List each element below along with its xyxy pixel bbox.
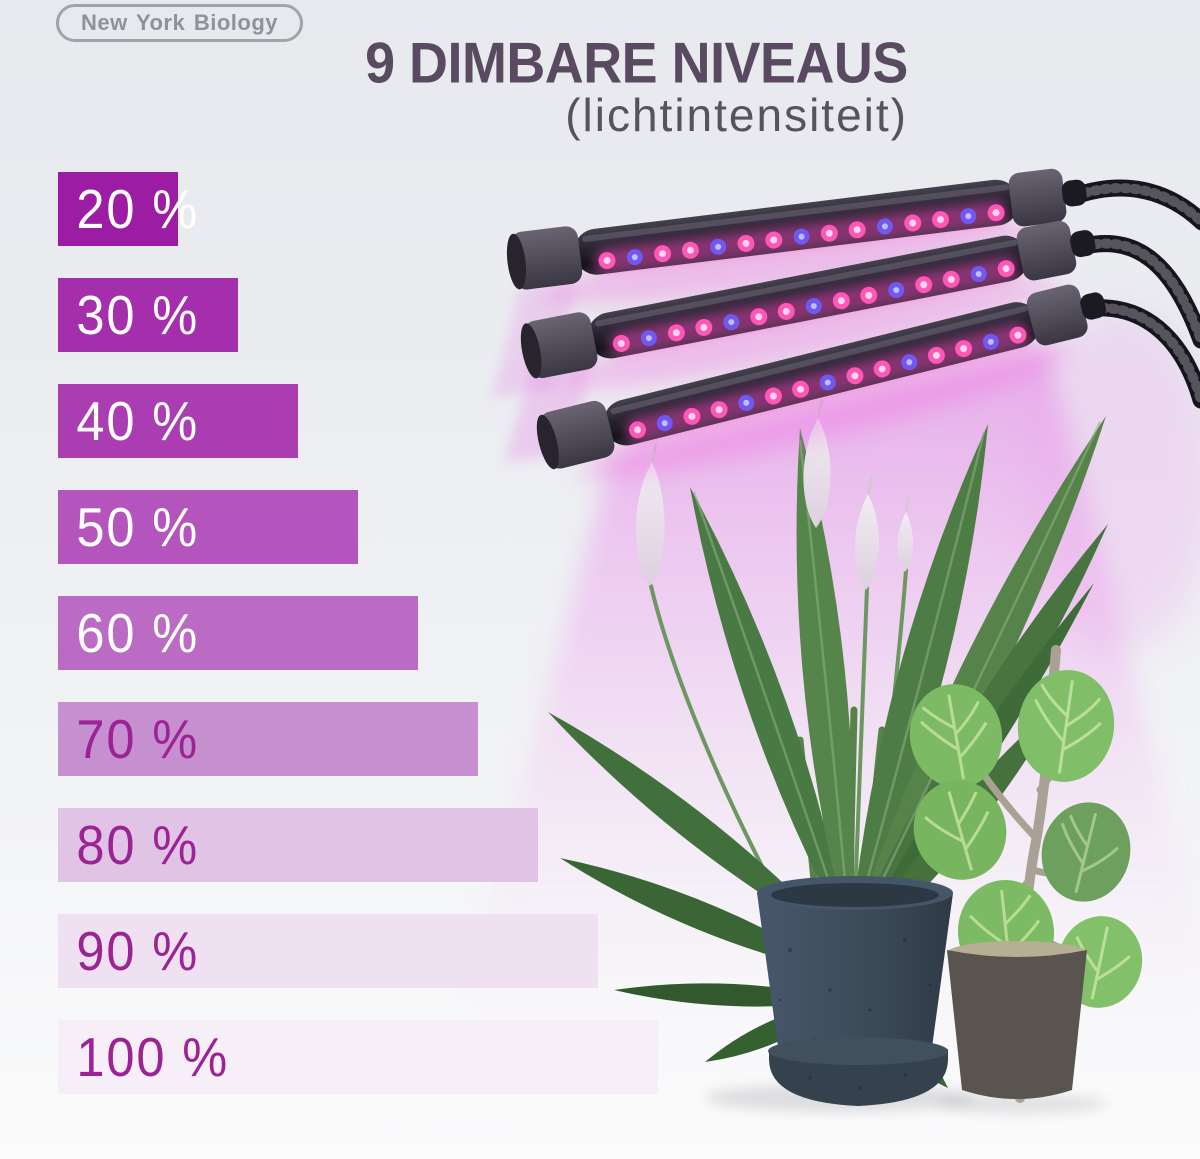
bar-label: 100 % [76, 1025, 230, 1088]
photo-plant-pot [757, 876, 953, 1106]
bar-100: 100 % [58, 1020, 658, 1094]
brand-logo-text: New York Biology [81, 10, 279, 35]
bar-60: 60 % [58, 596, 418, 670]
lamp-end-cap [523, 312, 598, 378]
bar-row: 60 % [58, 596, 658, 670]
bar-label: 90 % [76, 919, 200, 982]
bar-row: 50 % [58, 490, 658, 564]
grow-light-tube-2 [520, 220, 1096, 388]
bar-label: 70 % [76, 707, 200, 770]
bar-30: 30 % [58, 278, 238, 352]
bar-row: 20 % [58, 172, 658, 246]
vector-plant [909, 645, 1143, 1103]
bar-row: 30 % [58, 278, 658, 352]
vector-plant-pot [947, 941, 1087, 1099]
grow-light-tube-1 [506, 168, 1087, 304]
page-title: 9 DIMBARE NIVEAUS [365, 29, 908, 95]
bar-chart: 20 % 30 % 40 % 50 % 60 % 70 % 80 % 90 % 100 % [58, 172, 658, 1126]
bar-row: 40 % [58, 384, 658, 458]
grow-light-tube-3 [536, 284, 1107, 477]
page-subtitle: (lichtintensiteit) [565, 89, 908, 141]
bar-row: 100 % [58, 1020, 658, 1094]
heading-block: 9 DIMBARE NIVEAUS (lichtintensiteit) [354, 29, 908, 141]
gooseneck-icon [1076, 235, 1200, 349]
led-row [612, 260, 1015, 352]
led-row [598, 204, 1005, 270]
bar-40: 40 % [58, 384, 298, 458]
gooseneck-icon [1083, 299, 1200, 409]
bar-row: 90 % [58, 914, 658, 988]
bar-90: 90 % [58, 914, 598, 988]
bar-row: 80 % [58, 808, 658, 882]
bar-label: 60 % [76, 601, 200, 664]
bar-label: 50 % [76, 495, 200, 558]
bar-label: 20 % [76, 177, 200, 240]
gooseneck-icon [1066, 179, 1200, 231]
bar-80: 80 % [58, 808, 538, 882]
bar-row: 70 % [58, 702, 658, 776]
lamp-collar [1008, 168, 1067, 227]
lamp-end-cap [510, 226, 583, 290]
gooseneck-arms [1066, 179, 1200, 409]
bar-label: 30 % [76, 283, 200, 346]
grow-lights [506, 168, 1107, 477]
lamp-collar [1016, 220, 1077, 281]
lamp-collar [1026, 284, 1088, 346]
led-row [629, 326, 1027, 439]
bar-20: 20 % [58, 172, 197, 246]
brand-logo-badge: New York Biology [56, 4, 304, 42]
bar-70: 70 % [58, 702, 478, 776]
bar-50: 50 % [58, 490, 358, 564]
bar-label: 40 % [76, 389, 200, 452]
bar-label: 80 % [76, 813, 200, 876]
